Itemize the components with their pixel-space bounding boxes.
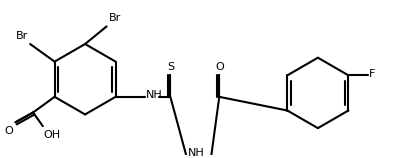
- Text: F: F: [369, 69, 375, 79]
- Text: Br: Br: [108, 13, 121, 24]
- Text: O: O: [215, 62, 224, 72]
- Text: S: S: [167, 62, 174, 72]
- Text: OH: OH: [44, 130, 61, 140]
- Text: NH: NH: [188, 148, 205, 158]
- Text: O: O: [5, 126, 14, 136]
- Text: NH: NH: [146, 90, 163, 100]
- Text: Br: Br: [16, 31, 28, 41]
